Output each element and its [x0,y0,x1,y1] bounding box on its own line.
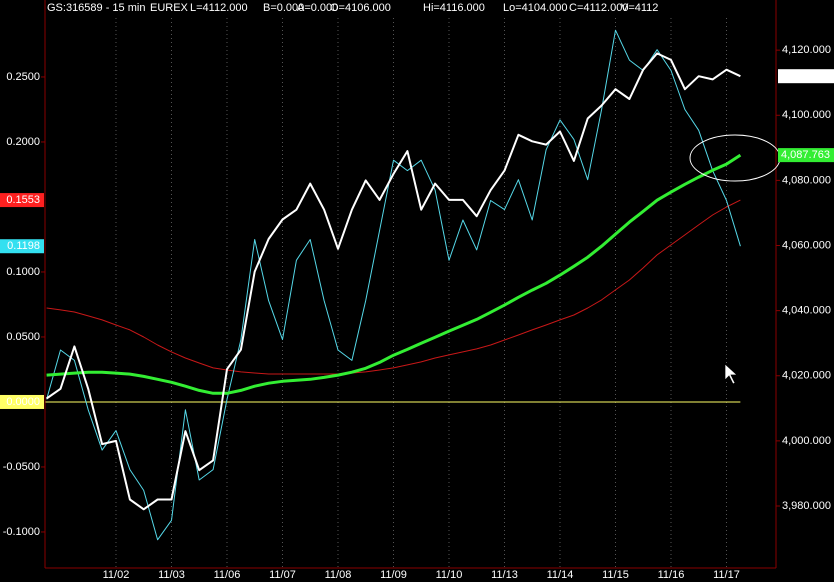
last-value-box [0,193,44,208]
header-symbol: GS:316589 - 15 min [47,2,145,14]
series-line [46,29,741,541]
x-tick-label: 11/10 [436,569,463,581]
x-tick-label: 11/08 [325,569,352,581]
y2-tick-label: 4,040.000 [782,305,831,317]
y2-tick-label: 4,100.000 [782,109,831,121]
last-value-box [778,69,834,84]
last-value-label: 4,087.763 [781,149,830,161]
y-tick-label: 0.0500 [6,331,40,343]
header-bid: B=0.000 [263,2,304,14]
zero-label-box [0,394,44,409]
header-last: L=4112.000 [190,2,248,14]
x-tick-label: 11/13 [491,569,518,581]
header-low: Lo=4104.000 [503,2,568,14]
x-tick-label: 11/14 [547,569,574,581]
y2-tick-label: 4,060.000 [782,239,831,251]
x-tick-label: 11/02 [103,569,130,581]
header-high: Hi=4116.000 [423,2,485,14]
last-value-label: 0.1553 [6,194,40,206]
y2-tick-label: 3,980.000 [782,500,831,512]
x-tick-label: 11/07 [269,569,296,581]
y2-tick-label: 4,080.000 [782,174,831,186]
x-tick-label: 11/17 [713,569,740,581]
x-tick-label: 11/03 [158,569,185,581]
last-value-box [0,239,44,254]
last-value-label: 0.1198 [7,240,40,252]
header-ask: A=0.000 [297,2,338,14]
x-tick-label: 11/06 [214,569,241,581]
y2-tick-label: 4,120.000 [782,44,831,56]
last-value-box [778,148,834,163]
y-tick-label: 0.2000 [6,136,40,148]
y2-tick-label: 4,020.000 [782,370,831,382]
x-tick-label: 11/15 [602,569,629,581]
y-tick-label: -0.1000 [3,526,40,538]
header-close: C=4112.000 [569,2,628,14]
header-open: O=4106.000 [330,2,391,14]
y-tick-label: -0.0500 [3,461,40,473]
x-tick-label: 11/09 [380,569,407,581]
series-line [46,52,741,511]
y-tick-label: 0.2500 [6,71,40,83]
header-volume: V=4112 [621,2,658,14]
cursor [724,363,738,385]
y2-tick-label: 4,000.000 [782,435,831,447]
y-tick-label: 0.1000 [6,266,40,278]
zero-label: 0.0000 [6,396,40,408]
series-line [46,153,742,395]
x-tick-label: 11/16 [658,569,685,581]
header-exchange: EUREX [150,2,189,14]
grid-layer [41,18,780,569]
series-layer [45,29,742,541]
series-line [46,199,741,375]
last-value-label: 4,112.000 [781,70,829,82]
